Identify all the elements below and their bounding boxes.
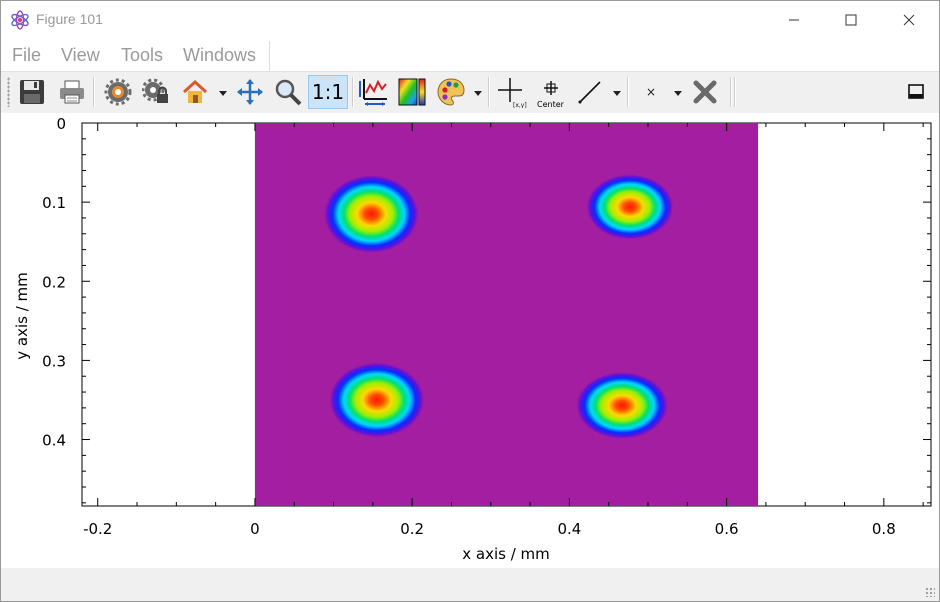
x-tick-label: 0 [250,520,260,538]
close-button[interactable] [886,1,932,39]
x-axis-ticks [97,123,924,506]
menu-view[interactable]: View [61,45,100,65]
y-axis-ticks [82,122,931,504]
x-tick-label: 0.4 [557,520,581,538]
house-icon [182,79,208,103]
aspect-ratio-label: 1:1 [311,80,345,104]
marker-label: × [645,85,657,99]
magnifier-icon [275,79,302,106]
y-tick-label: 0.1 [42,194,66,212]
clear-button[interactable] [688,75,722,109]
heatmap-spot [329,362,424,438]
status-bar [1,568,939,601]
x-tick-label: 0.6 [715,520,739,538]
colormap-button[interactable] [434,75,468,109]
save-button[interactable] [15,75,49,109]
menu-divider [269,41,270,71]
chart-axis-icon [359,79,387,106]
dock-button[interactable] [899,75,933,109]
gear-icon [104,78,132,106]
colorbar-icon [398,78,426,106]
y-tick-label: 0.2 [42,273,66,291]
menu-tools[interactable]: Tools [121,45,164,65]
big-x-icon [693,80,717,104]
toolbar-separator [730,77,732,107]
x-tick-label: 0.8 [872,520,896,538]
pan-button[interactable] [233,75,267,109]
x-tick-label: 0.2 [400,520,424,538]
floppy-disk-icon [20,80,44,104]
minimize-icon [789,19,799,21]
home-dropdown-icon[interactable] [219,91,227,96]
toolbar-separator [93,77,95,107]
resize-grip[interactable] [925,587,935,597]
heatmap-spot [576,372,668,439]
marker-dropdown-icon[interactable] [674,91,682,96]
marker-button[interactable]: × [634,75,668,109]
dock-icon [908,84,924,99]
x-axis-tick-labels: -0.2 0 0.2 0.4 0.6 0.8 [83,520,896,538]
heatmap-spot [586,174,674,240]
heatmap-spot [324,175,419,253]
center-button[interactable] [534,75,568,109]
line-icon [578,81,601,104]
picker-button[interactable]: [x,y] [495,75,529,109]
close-icon [903,14,915,26]
menu-file[interactable]: File [12,45,42,65]
plot-canvas[interactable]: -0.2 0 0.2 0.4 0.6 0.8 0 0.1 0.2 0.3 0.4 x axis /… [1,113,939,568]
axis-settings-button[interactable] [357,75,391,109]
zoom-button[interactable] [271,75,305,109]
line-cut-button[interactable] [573,75,607,109]
toolbar-separator [352,77,354,107]
aspect-ratio-button[interactable]: 1:1 [308,75,348,109]
title-bar: Figure 101 [1,1,939,39]
y-axis-label: y axis / mm [13,272,31,360]
y-tick-label: 0 [56,115,66,133]
crosshair-icon: [x,y] [498,78,527,108]
menu-bar [1,39,269,71]
y-tick-label: 0.3 [42,352,66,370]
toolbar-separator [627,77,629,107]
center-cross-icon [544,81,558,95]
colormap-dropdown-icon[interactable] [474,91,482,96]
plot-svg[interactable]: -0.2 0 0.2 0.4 0.6 0.8 0 0.1 0.2 0.3 0.4 x axis /… [1,113,939,568]
svg-text:[x,y]: [x,y] [513,102,527,108]
y-tick-label: 0.4 [42,432,66,450]
palette-icon [437,78,465,106]
home-button[interactable] [178,75,212,109]
print-button[interactable] [55,75,89,109]
colorbar-button[interactable] [395,75,429,109]
minimize-button[interactable] [771,1,817,39]
x-axis-label: x axis / mm [462,545,550,563]
y-axis-tick-labels: 0 0.1 0.2 0.3 0.4 [42,115,66,450]
heatmap-spots [324,174,674,439]
line-cut-dropdown-icon[interactable] [613,91,621,96]
toolbar-separator [488,77,490,107]
x-tick-label: -0.2 [83,520,112,538]
settings-lock-button[interactable] [139,75,173,109]
move-arrows-icon [237,79,263,105]
menu-windows[interactable]: Windows [183,45,257,65]
atom-app-icon [11,10,29,30]
window-title: Figure 101 [36,11,103,27]
gear-lock-icon [142,78,168,103]
toolbar-separator [734,77,736,107]
toolbar-grip[interactable] [7,77,10,107]
maximize-icon [845,14,857,26]
maximize-button[interactable] [828,1,874,39]
settings-button[interactable] [101,75,135,109]
center-label: Center [537,100,564,109]
heatmap-image [254,123,759,506]
printer-icon [60,80,84,104]
